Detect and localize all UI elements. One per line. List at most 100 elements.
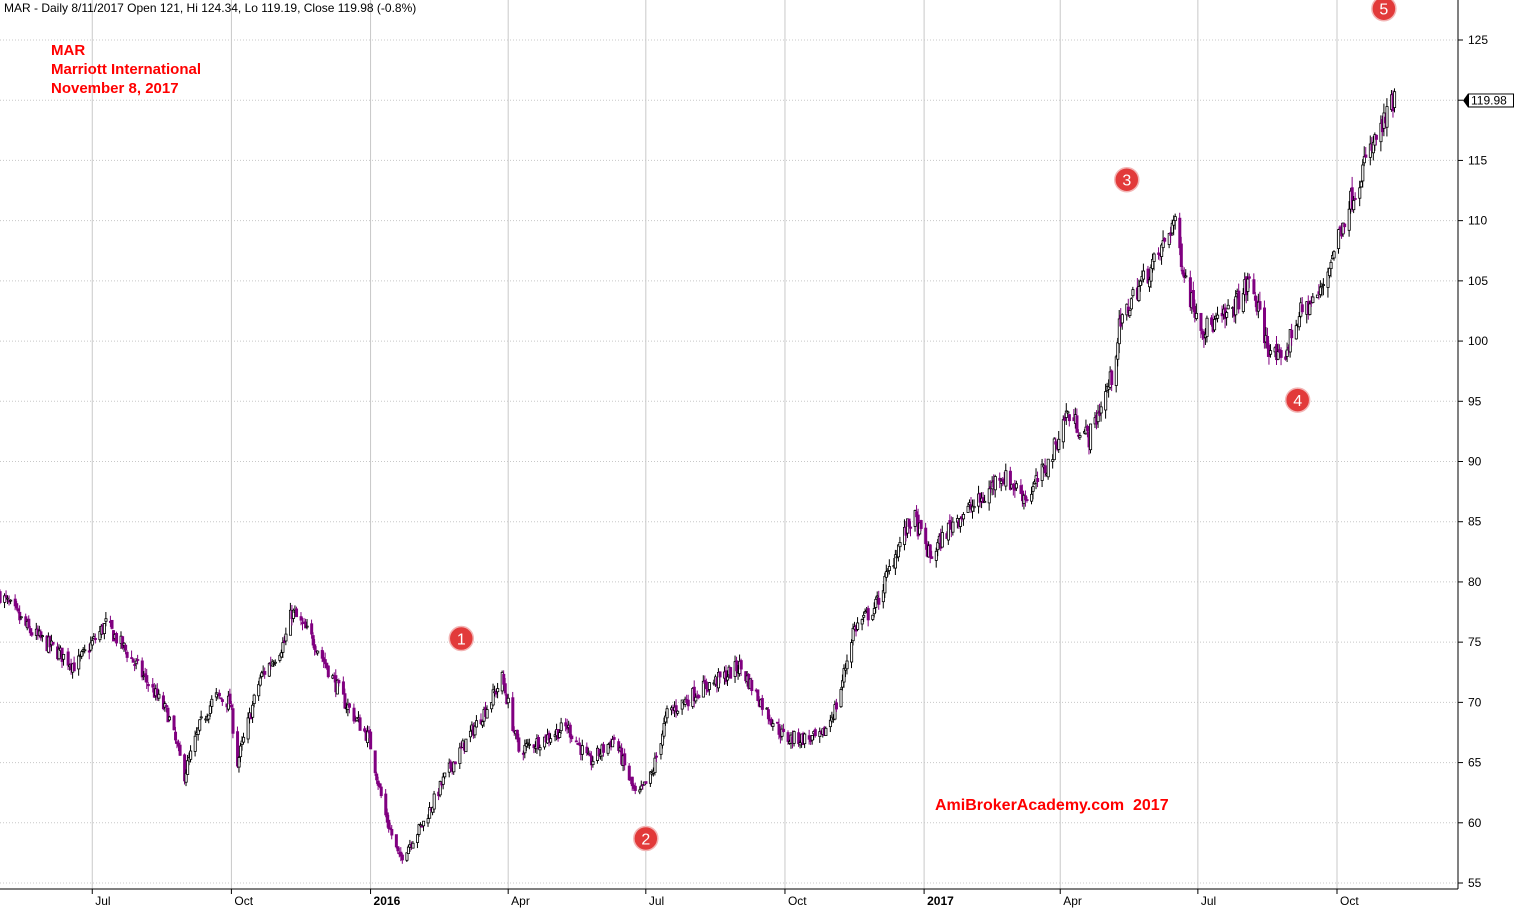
candle-body (142, 675, 146, 678)
last-price-label: 119.98 (1463, 93, 1514, 108)
y-tick-label: 75 (1468, 635, 1482, 649)
candle-body (1163, 237, 1167, 242)
candle-body (506, 697, 510, 704)
company-name: Marriott International (51, 61, 202, 78)
candle-body (208, 705, 212, 714)
candle-body (28, 628, 32, 634)
candle-body (845, 660, 849, 670)
candle-body (305, 625, 309, 628)
candle-body (1128, 309, 1132, 316)
candle-body (1099, 406, 1103, 414)
candle-body (862, 614, 866, 618)
candle-body (842, 668, 846, 683)
candle-body (1046, 458, 1050, 478)
candle-body (930, 556, 934, 559)
candle-body (739, 660, 743, 670)
candle-body (959, 517, 963, 527)
candle-body (258, 677, 262, 686)
candle-body (62, 654, 66, 660)
candle-body (246, 717, 250, 740)
candle-body (428, 807, 432, 819)
candle-body (1104, 391, 1108, 411)
candle-body (0, 591, 2, 603)
candle-body (358, 717, 362, 731)
candle-body (464, 738, 468, 753)
candle-body (145, 675, 149, 683)
candle-body (458, 747, 462, 764)
candle-body (134, 660, 138, 664)
candle-body (124, 644, 128, 651)
candle-body (1320, 286, 1324, 289)
candle-body (172, 715, 176, 731)
candle-body (1258, 301, 1262, 310)
candle-body (611, 739, 615, 748)
y-tick-label: 125 (1468, 33, 1488, 47)
candle-body (236, 731, 240, 767)
x-tick-label: 2016 (374, 894, 401, 908)
candle-body (877, 597, 881, 605)
candle-body (1246, 278, 1250, 292)
candle-body (343, 693, 347, 709)
candle-body (352, 707, 356, 722)
candle-body (231, 708, 235, 734)
candle-body (167, 716, 171, 721)
candle-body (1263, 307, 1267, 344)
candle-body (485, 709, 489, 719)
candle-body (337, 680, 341, 684)
marker-label: 5 (1379, 2, 1388, 19)
candle-body (87, 650, 91, 653)
candle-body (797, 732, 801, 745)
candle-body (186, 760, 190, 775)
candle-body (585, 746, 589, 754)
candle-body (121, 636, 125, 649)
candle-body (219, 697, 223, 700)
candle-body (30, 632, 34, 636)
candle-body (189, 750, 193, 760)
candle-body (251, 704, 255, 718)
candle-body (968, 502, 972, 506)
candle-body (527, 743, 531, 746)
candle-body (1385, 106, 1389, 128)
candle-body (850, 642, 854, 663)
y-tick-label: 60 (1468, 816, 1482, 830)
candle-body (104, 618, 108, 622)
candle-body (951, 521, 955, 533)
candle-body (468, 730, 472, 738)
candle-body (157, 693, 161, 699)
candle-body (771, 723, 775, 727)
candle-body (1362, 156, 1366, 164)
candle-body (295, 608, 299, 618)
candle-body (438, 781, 442, 796)
candle-body (396, 846, 400, 852)
marker-circle (1371, 0, 1397, 22)
candle-body (1173, 216, 1177, 222)
candle-body (110, 619, 114, 629)
candle-body (786, 732, 790, 742)
candle-body (1269, 350, 1273, 355)
candle-body (860, 619, 864, 625)
candle-body (9, 599, 13, 602)
marker-circle (448, 625, 475, 652)
candle-body (419, 824, 423, 827)
candle-body (15, 603, 19, 609)
candle-body (648, 771, 652, 784)
candle-body (347, 703, 351, 708)
candle-body (453, 761, 457, 765)
candle-body (1294, 325, 1298, 340)
candle-body (115, 633, 119, 644)
candle-body (6, 597, 10, 600)
candle-body (416, 834, 420, 843)
candle-body (220, 699, 224, 702)
candle-body (630, 776, 634, 787)
candle-body (199, 716, 203, 719)
candle-body (1142, 270, 1146, 280)
x-tick-label: Apr (1063, 894, 1082, 908)
candle-body (574, 740, 578, 743)
candle-body (4, 595, 8, 598)
candle-body (704, 681, 708, 690)
candle-body (1152, 253, 1156, 262)
candle-body (1137, 286, 1141, 302)
candle-body (1247, 276, 1251, 279)
candle-body (406, 846, 410, 854)
candle-body (1138, 280, 1142, 286)
